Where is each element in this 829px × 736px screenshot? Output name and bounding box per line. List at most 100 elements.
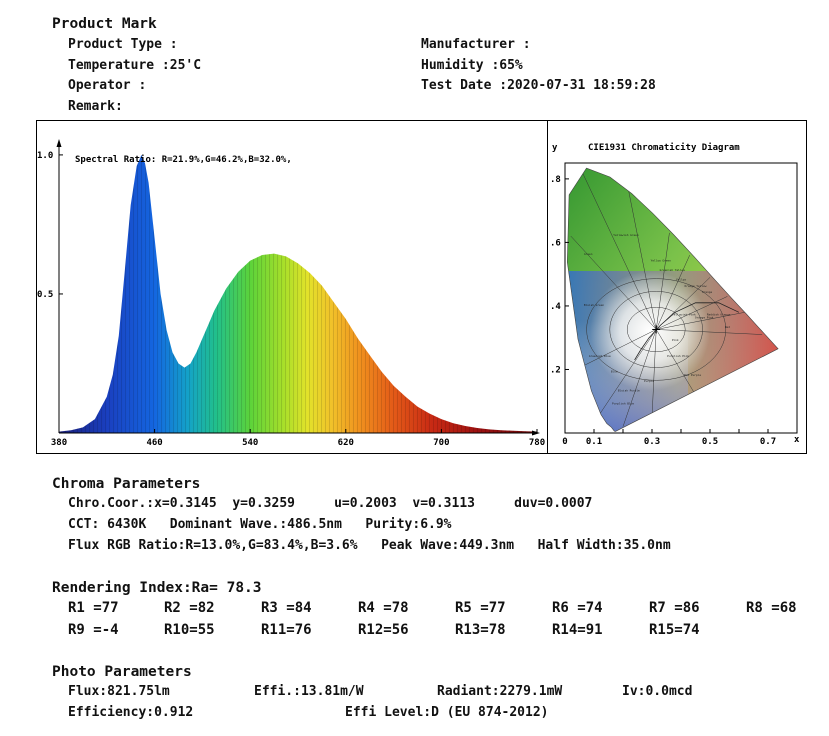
cie-region-label: Pink [672,338,679,342]
cie-region-boundary [582,329,657,367]
cie-chart: Yellowish Green Green Yellow Green Greenish… [548,120,807,454]
cie-region-label: Yellow [676,278,686,282]
cie-region-label: Red Purple [684,373,701,377]
spectrum-x-tick-label: 700 [433,438,449,448]
spectrum-chart: Spectral Ratio: R=21.9%,G=46.2%,B=32.0%,… [36,120,548,454]
rendering-index-value: R9 =-4 [68,622,119,638]
rendering-index-value: R8 =68 [746,600,797,616]
cie-y-tick-label: .2 [550,365,561,375]
operator-label: Operator : [68,78,147,93]
y-axis-arrow-icon [56,139,62,147]
cie-x-tick-label: 0 [562,437,567,447]
rendering-index-value: R6 =74 [552,600,603,616]
x-axis-arrow-icon [532,430,540,436]
spectrum-stripes [59,154,537,433]
spectrum-marks [59,154,537,433]
rendering-index-value: R12=56 [358,622,409,638]
spectrum-x-tick-label: 620 [338,438,354,448]
cie-region-label: Bluish Green [584,303,605,307]
cie-title: CIE1931 Chromaticity Diagram [588,142,740,153]
temperature-label: Temperature :25'C [68,58,202,73]
cie-x-tick-label: 0.1 [586,437,602,447]
spectrum-y-tick-label: 1.0 [37,151,53,161]
cie-y-tick-label: .4 [550,302,561,312]
spectrum-ticks: 380 460 540 620 700 780 1.0 0.5 [37,151,545,448]
measured-chromaticity-point [652,325,661,334]
rendering-index-value: R5 =77 [455,600,506,616]
efficiency-value: Efficiency:0.912 [68,705,194,720]
cie-y-tick-label: .8 [550,175,561,185]
cie-region-label: Greenish Blue [589,354,611,358]
rendering-index-title: Rendering Index:Ra= 78.3 [52,580,262,596]
cie-svg: Yellowish Green Green Yellow Green Greenish… [550,142,800,447]
cie-region-label: Orange [702,290,712,294]
cie-region-label: Orange Pink [695,316,714,320]
humidity-label: Humidity :65% [421,58,523,73]
rendering-index-value: R13=78 [455,622,506,638]
cie-region-label: Purplish Pink [667,354,689,358]
cie-region-boundary [599,329,657,415]
cie-region-boundary [582,172,657,330]
chroma-line-1: Chro.Coor.:x=0.3145 y=0.3259 u=0.2003 v=… [68,496,593,511]
rendering-index-value: R7 =86 [649,600,700,616]
spectrum-x-tick-label: 460 [146,438,162,448]
cie-region-label: Yellowish Green [613,233,639,237]
chroma-title: Chroma Parameters [52,476,201,492]
test-date-label: Test Date :2020-07-31 18:59:28 [421,78,656,93]
cie-ticks: 0 0.1 0.3 0.5 0.7 .8 .6 .4 .2 [550,175,776,447]
planckian-locus [634,302,740,361]
chroma-line-2: CCT: 6430K Dominant Wave.:486.5nm Purity… [68,517,452,532]
cie-gamut [567,168,779,432]
cie-region-boundary [656,296,728,330]
cie-region-label: Purplish Blue [612,401,634,405]
spectrum-x-tick-label: 380 [51,438,67,448]
cie-region-lines [570,172,763,427]
cie-x-tick-label: 0.7 [760,437,776,447]
cie-region-label: Blue [611,370,618,374]
spectral-ratio-label: Spectral Ratio: R=21.9%,G=46.2%,B=32.0%, [75,154,292,165]
cie-region-boundary [570,235,657,330]
rendering-index-value: R1 =77 [68,600,119,616]
cie-x-tick-label: 0.5 [702,437,718,447]
cie-region-label: Orange Yellow [685,284,707,288]
cie-region-boundary [656,312,745,330]
radiant-value: Radiant:2279.1mW [437,684,563,699]
spectrum-x-tick-label: 780 [529,438,545,448]
spectrum-x-tick-label: 540 [242,438,258,448]
product-mark-title: Product Mark [52,16,157,32]
cie-region-label: Yellow Green [651,258,672,262]
cie-region-label: Greenish Yellow [660,268,686,272]
rendering-index-value: R3 =84 [261,600,312,616]
cie-region-boundary [655,329,696,396]
spectrum-y-tick-label: 0.5 [37,290,53,300]
cie-y-label: y [552,143,558,153]
cie-region-label: Bluish Purple [618,389,640,393]
cie-region-ring [609,291,703,368]
cie-region-labels: Yellowish Green Green Yellow Green Greenish… [584,233,731,405]
cie-region-ring [586,278,727,381]
spectrum-svg: Spectral Ratio: R=21.9%,G=46.2%,B=32.0%,… [37,139,545,448]
rendering-index-value: R15=74 [649,622,700,638]
cie-region-boundary [651,329,657,418]
cie-region-boundary [622,329,657,427]
cie-region-label: Yellowish Pink [672,312,696,316]
cie-region-ring [626,306,686,352]
manufacturer-label: Manufacturer : [421,37,531,52]
rendering-index-value: R14=91 [552,622,603,638]
remark-label: Remark: [68,99,123,114]
cie-region-label: Reddish Orange [707,312,731,316]
effi-level-value: Effi Level:D (EU 874-2012) [345,705,549,720]
product-type-label: Product Type : [68,37,178,52]
cie-region-boundary [655,232,670,330]
rendering-index-value: R2 =82 [164,600,215,616]
rendering-index-value: R11=76 [261,622,312,638]
rendering-index-value: R4 =78 [358,600,409,616]
chroma-line-3: Flux RGB Ratio:R=13.0%,G=83.4%,B=3.6% Pe… [68,538,671,553]
cie-x-label: x [794,435,800,445]
spectral-locus [566,167,779,432]
rendering-index-value: R10=55 [164,622,215,638]
iv-value: Iv:0.0mcd [622,684,693,699]
cie-region-boundary [655,255,690,330]
cie-region-boundary [656,329,763,335]
cie-y-tick-label: .6 [550,238,561,248]
